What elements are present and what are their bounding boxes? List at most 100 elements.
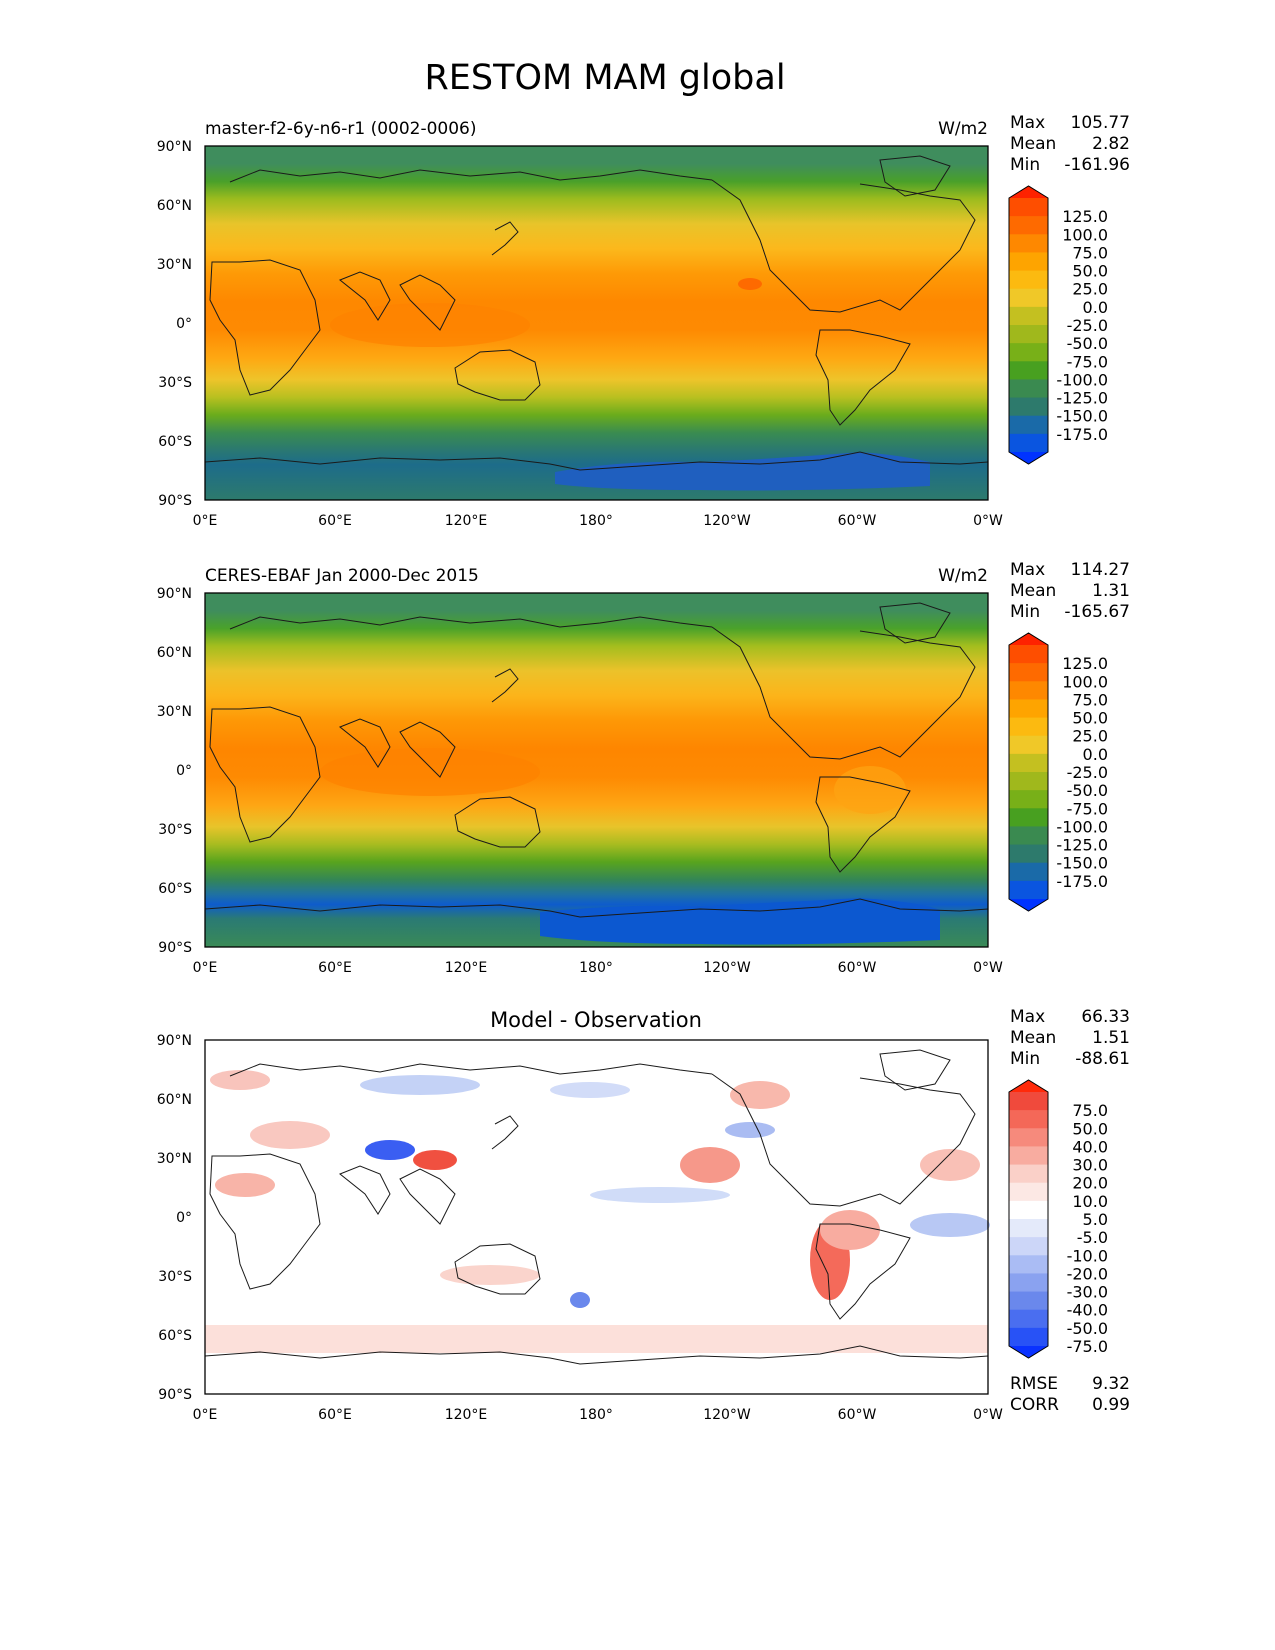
colorbar-tick-label: 30.0 xyxy=(1072,1156,1108,1175)
stat-value: 105.77 xyxy=(1071,113,1130,133)
coastline-africa xyxy=(209,259,321,396)
colorbar-tick-label: 75.0 xyxy=(1072,243,1108,262)
colorbar-tick-label: 100.0 xyxy=(1062,225,1108,244)
lon-tick-label: 180° xyxy=(579,513,613,529)
coastline-south-america xyxy=(815,329,911,426)
colorbar-swatch xyxy=(1009,288,1048,308)
lat-tick-label: 90°S xyxy=(158,493,192,509)
colorbar-tick-label: -50.0 xyxy=(1067,781,1108,800)
diff-band xyxy=(205,1325,988,1353)
coastline-europe-asia xyxy=(229,1063,713,1077)
lat-tick-label: 30°N xyxy=(157,1151,192,1167)
colorbar-swatch xyxy=(1009,663,1048,682)
coastline-india xyxy=(339,271,391,321)
panel-model: master-f2-6y-n6-r1 (0002-0006) W/m2 Max … xyxy=(157,113,1130,529)
lat-tick-label: 60°N xyxy=(157,645,192,661)
colorbar-tick-label: -175.0 xyxy=(1056,425,1108,444)
lon-tick-label: 120°W xyxy=(703,513,751,529)
colorbar-tick-label: -100.0 xyxy=(1056,817,1108,836)
stat-label: Min xyxy=(1010,602,1040,622)
colorbar-swatch xyxy=(1009,306,1048,326)
lon-tick-label: 60°E xyxy=(318,960,352,976)
colorbar-swatch xyxy=(1009,862,1048,882)
colorbar-tick-label: -20.0 xyxy=(1067,1264,1108,1283)
lat-tick-label: 60°S xyxy=(158,434,192,450)
lat-tick-label: 30°N xyxy=(157,704,192,720)
colorbar-swatch xyxy=(1009,645,1048,664)
map-field xyxy=(205,146,988,500)
warm-pool xyxy=(330,303,530,347)
colorbar-swatch xyxy=(1009,1219,1048,1238)
map-background xyxy=(205,146,988,500)
lat-tick-label: 0° xyxy=(176,763,192,779)
coastline-greenland xyxy=(879,602,951,644)
stats-block: Max 105.77 Mean 2.82 Min -161.96 xyxy=(1010,113,1130,175)
stat-value: 2.82 xyxy=(1092,134,1130,154)
warm-anomaly xyxy=(738,278,762,290)
panel-title-center: Model - Observation xyxy=(490,1008,702,1032)
figure-title: RESTOM MAM global xyxy=(424,58,785,98)
colorbar-outline xyxy=(1008,1079,1049,1359)
coastline-africa xyxy=(209,1153,321,1290)
warm-pool xyxy=(834,766,906,814)
coastlines xyxy=(204,1049,989,1365)
coastline-greenland xyxy=(879,155,951,197)
lon-tick-label: 60°E xyxy=(318,1407,352,1423)
colorbar-outline xyxy=(1008,632,1049,912)
colorbar-swatch xyxy=(1009,452,1048,464)
stat-value: -88.61 xyxy=(1075,1049,1130,1069)
coastline-antarctica xyxy=(204,451,989,471)
lat-tick-label: 30°S xyxy=(158,1269,192,1285)
colorbar-swatch xyxy=(1009,234,1048,253)
coastline-europe-asia xyxy=(229,169,713,183)
colorbar-swatch xyxy=(1009,717,1048,737)
coastline-greenland xyxy=(879,1049,951,1091)
panel-title-left: CERES-EBAF Jan 2000-Dec 2015 xyxy=(205,566,479,586)
stat-label: Mean xyxy=(1010,581,1056,601)
colorbar: 125.0100.075.050.025.00.0-25.0-50.0-75.0… xyxy=(1008,185,1108,465)
lon-axis: 0°E 60°E 120°E 180° 120°W 60°W 0°W xyxy=(193,1407,1003,1423)
colorbar-swatch xyxy=(1009,1200,1048,1220)
lat-tick-label: 90°N xyxy=(157,139,192,155)
lat-axis: 90°N 60°N 30°N 0° 30°S 60°S 90°S xyxy=(157,586,192,956)
colorbar-tick-label: -75.0 xyxy=(1067,799,1108,818)
colorbar-tick-label: -75.0 xyxy=(1067,1337,1108,1356)
colorbar-swatch xyxy=(1009,899,1048,911)
panel-title-left: master-f2-6y-n6-r1 (0002-0006) xyxy=(205,119,477,139)
diff-warm xyxy=(820,1210,880,1250)
colorbar-tick-label: 125.0 xyxy=(1062,654,1108,673)
colorbar-swatch xyxy=(1009,198,1048,217)
colorbar-swatch xyxy=(1009,216,1048,235)
stat-value: -165.67 xyxy=(1064,602,1130,622)
diff-warm xyxy=(730,1081,790,1109)
lon-tick-label: 120°E xyxy=(445,960,488,976)
colorbar-tick-label: 50.0 xyxy=(1072,1119,1108,1138)
panel-units: W/m2 xyxy=(938,119,988,139)
colorbar-swatch xyxy=(1009,361,1048,380)
colorbar-tick-label: 0.0 xyxy=(1083,745,1108,764)
colorbar-tick-label: -175.0 xyxy=(1056,872,1108,891)
coastline-north-america xyxy=(711,179,976,313)
stat-value: 1.31 xyxy=(1092,581,1130,601)
lon-tick-label: 0°E xyxy=(193,960,218,976)
colorbar-swatch xyxy=(1009,415,1048,435)
coastlines xyxy=(204,155,989,471)
colorbar-swatch xyxy=(1009,808,1048,827)
stat-label: Max xyxy=(1010,1007,1045,1027)
lat-tick-label: 60°N xyxy=(157,198,192,214)
lat-tick-label: 30°S xyxy=(158,822,192,838)
colorbar-tick-label: 25.0 xyxy=(1072,280,1108,299)
map-frame xyxy=(204,1039,989,1395)
diff-strong-cool xyxy=(365,1140,415,1160)
diff-warm xyxy=(680,1147,740,1183)
colorbar-swatch xyxy=(1009,1110,1048,1129)
diff-cool xyxy=(360,1075,480,1095)
coastline-japan xyxy=(491,221,519,256)
colorbar-tick-label: 0.0 xyxy=(1083,298,1108,317)
colorbar-tick-label: -150.0 xyxy=(1056,854,1108,873)
coastline-north-america xyxy=(711,1073,976,1207)
coastline-south-america xyxy=(815,1223,911,1320)
stats-block: Max 66.33 Mean 1.51 Min -88.61 xyxy=(1010,1007,1130,1069)
lon-tick-label: 120°W xyxy=(703,960,751,976)
coastline-europe-asia xyxy=(229,616,713,630)
